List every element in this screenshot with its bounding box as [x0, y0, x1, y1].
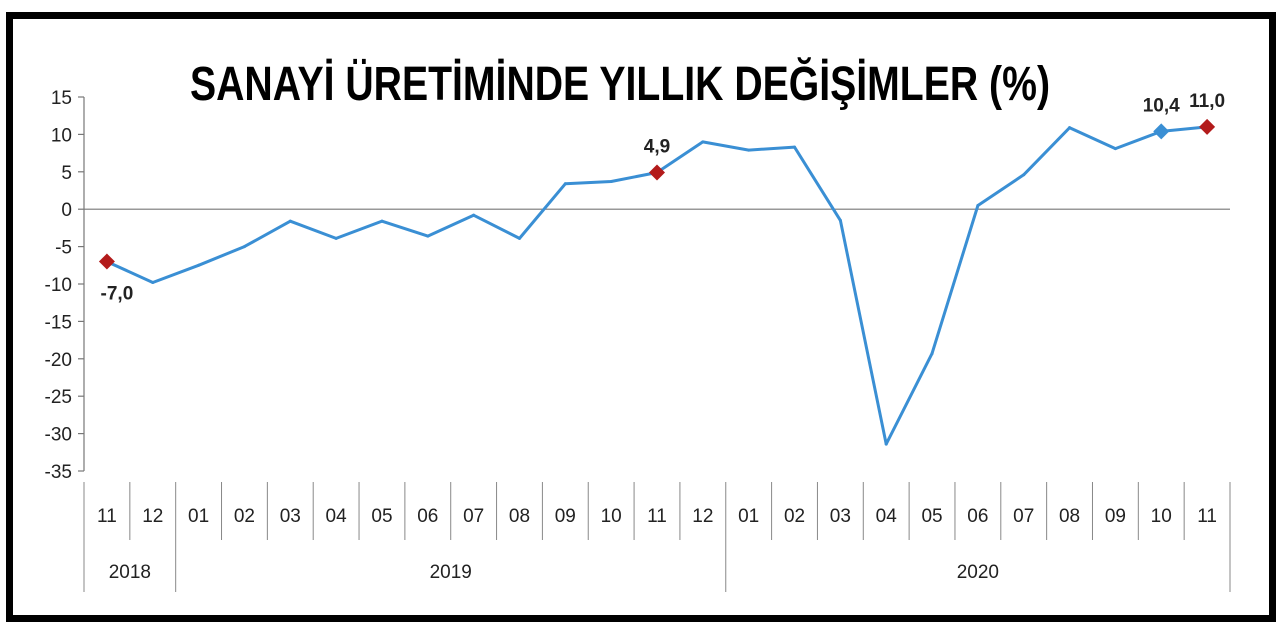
- data-label: 10,4: [1143, 95, 1180, 116]
- x-axis-categories: 11 12 01 02 03 04 05 06 07 08 09 10 11 12 01 02 03 04 05 06…: [83, 482, 1231, 540]
- data-point: [838, 218, 842, 222]
- data-point: [472, 213, 476, 217]
- y-tick-label: -10: [45, 275, 72, 296]
- data-label: 11,0: [1189, 91, 1225, 112]
- chart-frame: [6, 12, 1276, 622]
- data-label: -7,0: [101, 284, 134, 305]
- x-category-label: 01: [188, 506, 209, 527]
- data-label: 4,9: [644, 137, 670, 158]
- x-category-label: 07: [463, 506, 484, 527]
- data-point: [334, 236, 338, 240]
- data-point: [609, 180, 613, 184]
- data-point: [380, 219, 384, 223]
- x-axis-years: 2018 2019 2020: [83, 540, 1231, 592]
- y-tick-label: -15: [45, 312, 72, 333]
- data-point: [517, 236, 521, 240]
- data-point: [1022, 173, 1026, 177]
- data-markers: -7,0 4,9 10,4 11,0: [98, 91, 1225, 305]
- data-point: [1068, 126, 1072, 130]
- y-tick-label: 0: [61, 200, 72, 221]
- x-category-label: 04: [326, 506, 348, 527]
- y-tick-label: -30: [45, 425, 72, 446]
- x-category-label: 08: [509, 506, 530, 527]
- highlight-marker: [649, 164, 665, 181]
- x-category-label: 03: [830, 506, 851, 527]
- y-tick-label: -20: [45, 350, 72, 371]
- x-category-label: 09: [1105, 506, 1126, 527]
- x-category-label: 08: [1059, 506, 1080, 527]
- data-point: [426, 234, 430, 238]
- data-point: [563, 182, 567, 186]
- data-point: [151, 281, 155, 285]
- x-category-label: 10: [1151, 506, 1172, 527]
- y-tick-label: 15: [51, 88, 72, 109]
- x-category-label: 07: [1013, 506, 1034, 527]
- x-category-label: 05: [371, 506, 392, 527]
- y-tick-label: 5: [61, 163, 72, 184]
- highlight-marker: [98, 253, 115, 270]
- x-category-label: 06: [417, 506, 438, 527]
- x-category-label: 03: [280, 506, 301, 527]
- data-point: [242, 245, 246, 249]
- x-category-label: 06: [967, 506, 988, 527]
- x-category-label: 05: [921, 506, 942, 527]
- chart-title: SANAYİ ÜRETİMİNDE YILLIK DEĞİŞİMLER (%): [190, 57, 1050, 111]
- data-point: [976, 203, 980, 207]
- data-point: [930, 352, 934, 356]
- x-category-label: 02: [784, 506, 805, 527]
- x-category-label: 11: [1197, 506, 1217, 527]
- year-label: 2020: [957, 562, 999, 583]
- x-category-label: 11: [97, 506, 117, 527]
- data-point: [197, 263, 201, 267]
- year-label: 2018: [109, 562, 151, 583]
- x-category-label: 11: [647, 506, 667, 527]
- x-category-label: 12: [142, 506, 163, 527]
- x-category-label: 12: [692, 506, 713, 527]
- data-point: [288, 219, 292, 223]
- x-category-label: 01: [738, 506, 759, 527]
- x-category-label: 09: [555, 506, 576, 527]
- data-point: [1113, 147, 1117, 151]
- highlight-marker: [1199, 118, 1216, 135]
- data-point: [884, 442, 888, 446]
- data-point: [701, 140, 705, 144]
- year-label: 2019: [430, 562, 472, 583]
- y-tick-label: 10: [51, 125, 72, 146]
- x-category-label: 04: [876, 506, 898, 527]
- x-category-label: 02: [234, 506, 255, 527]
- y-tick-label: -5: [55, 238, 72, 259]
- data-point: [747, 148, 751, 152]
- highlight-marker: [1153, 123, 1170, 140]
- y-axis-ticks: 15 10 5 0 -5 -10 -15 -20 -25 -30 -35: [45, 88, 84, 483]
- data-point: [793, 145, 797, 149]
- x-category-label: 10: [601, 506, 622, 527]
- y-tick-label: -35: [45, 462, 72, 483]
- y-tick-label: -25: [45, 387, 72, 408]
